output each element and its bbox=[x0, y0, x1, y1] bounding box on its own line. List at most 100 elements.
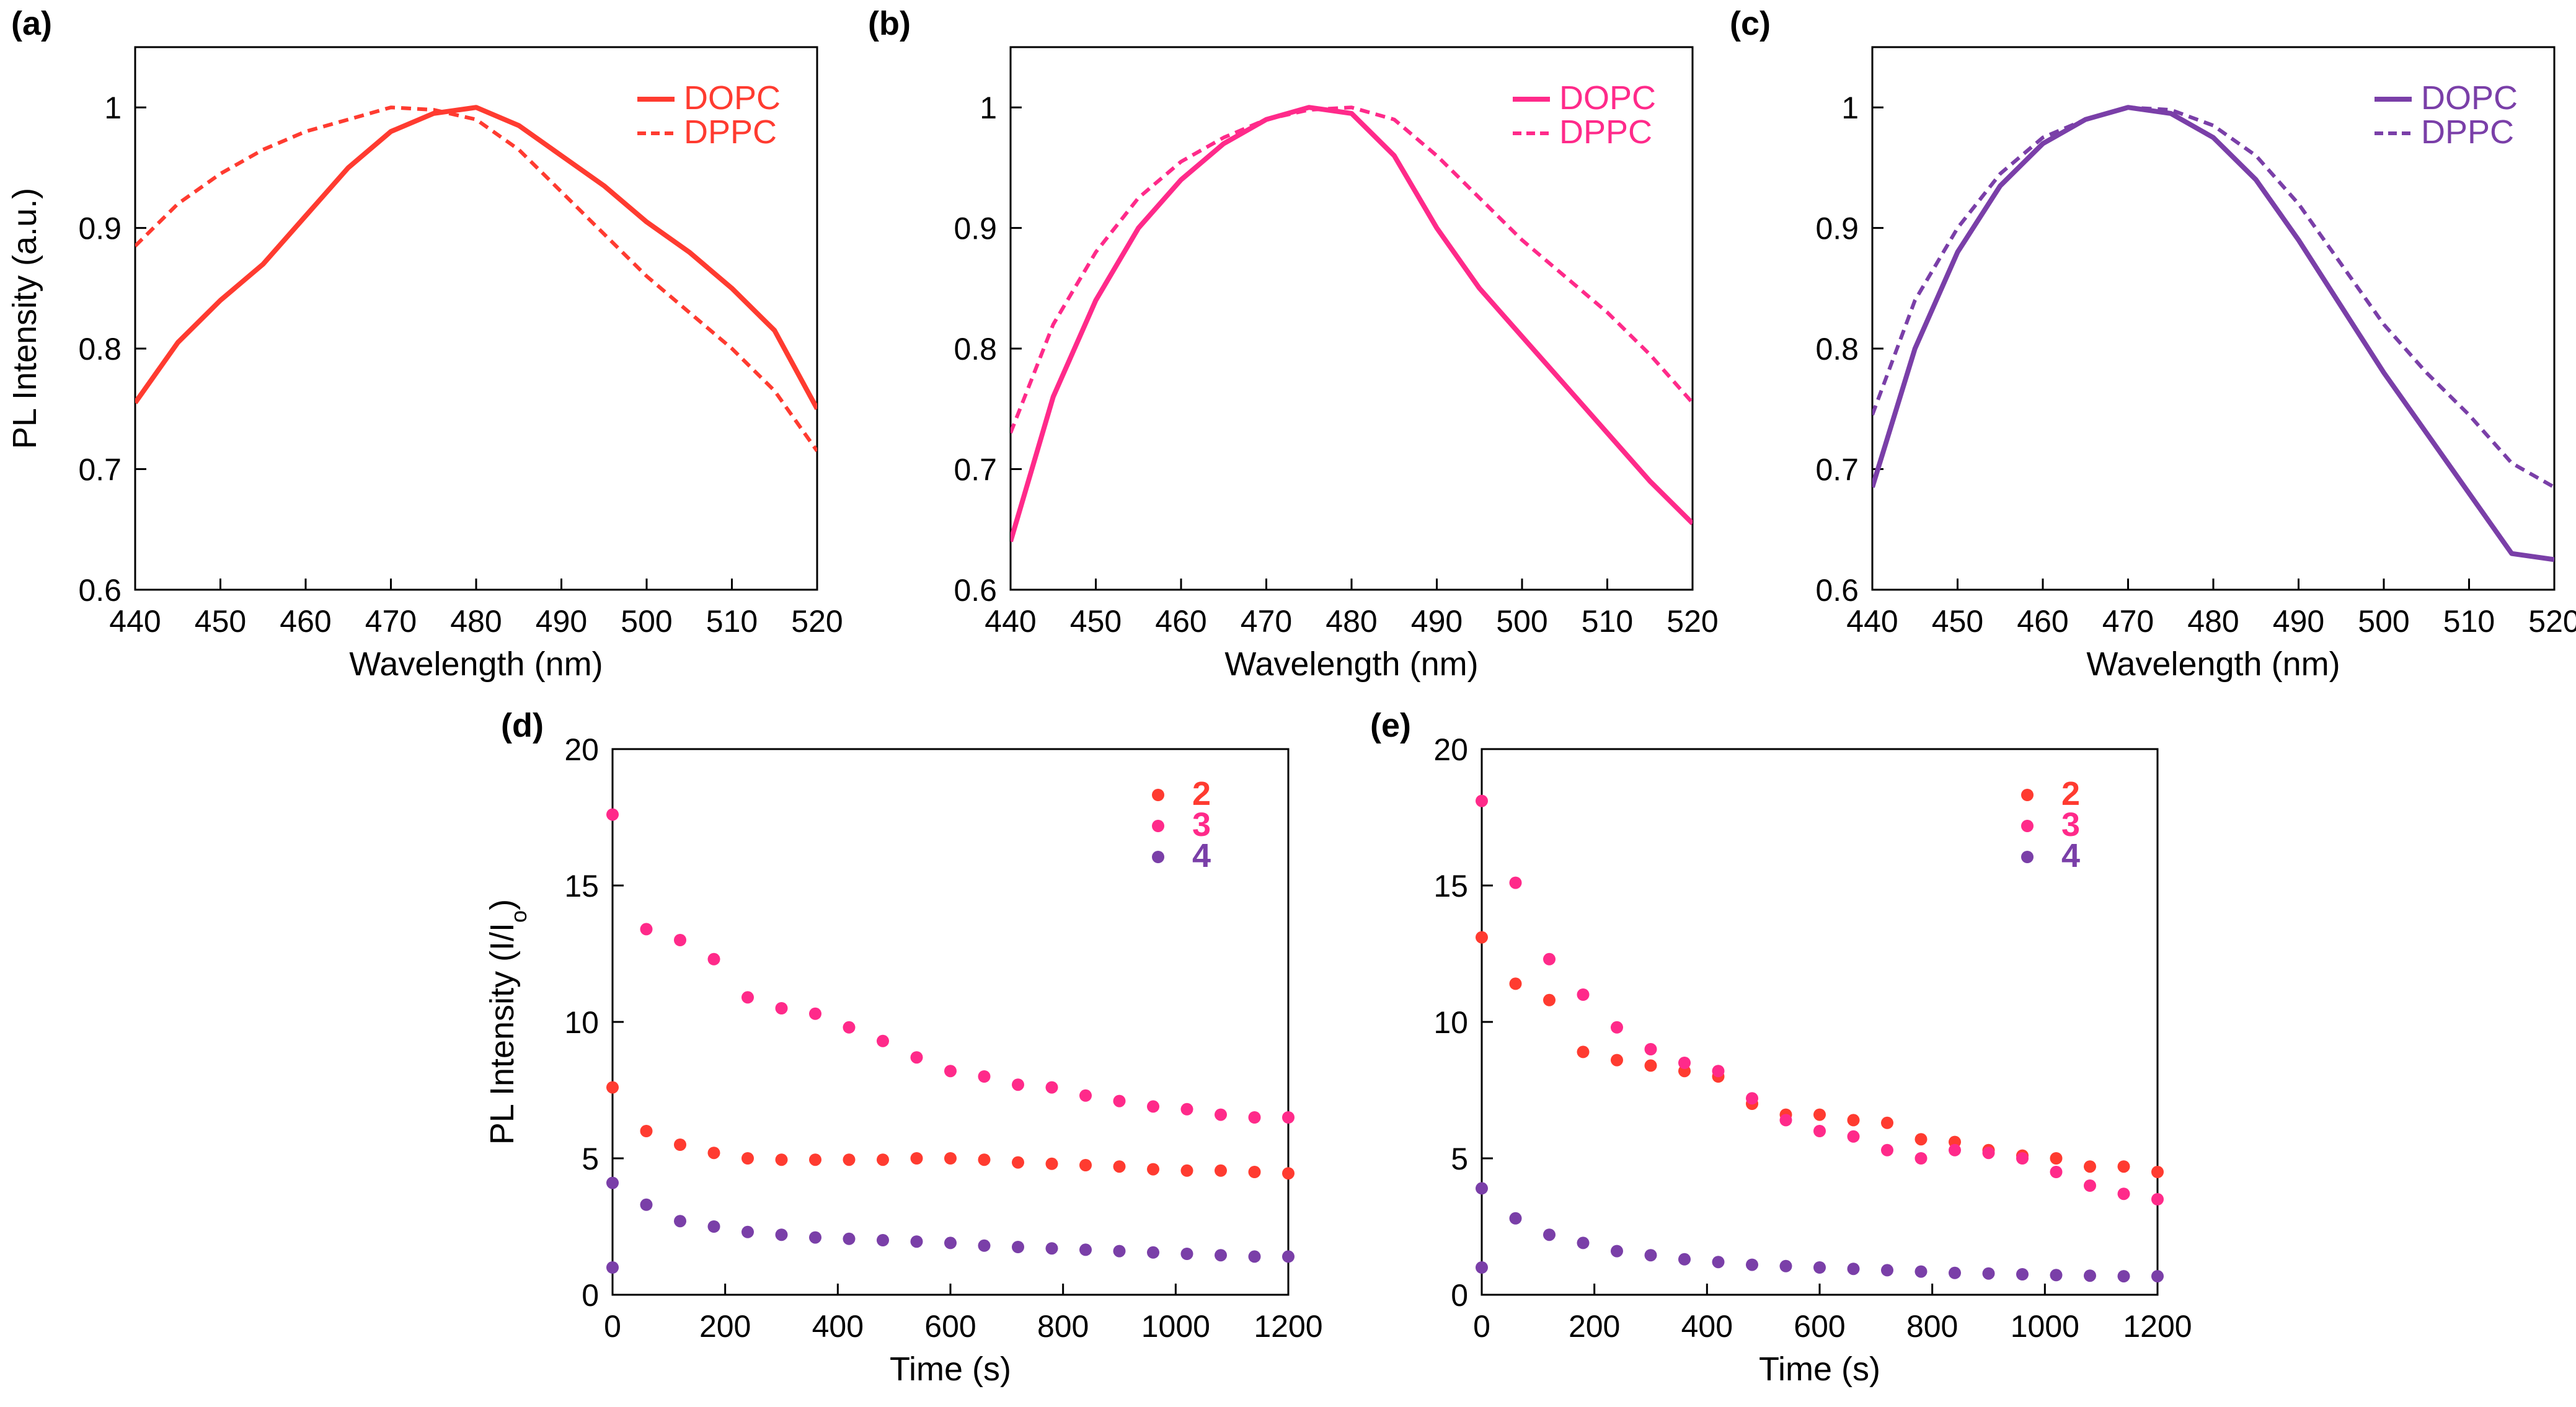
data-point-series-2 bbox=[2117, 1160, 2130, 1173]
y-tick-label: 0.7 bbox=[954, 453, 997, 487]
data-point-series-2 bbox=[2084, 1160, 2096, 1173]
data-point-series-4 bbox=[1509, 1212, 1522, 1225]
data-point-series-3 bbox=[1611, 1021, 1623, 1034]
data-point-series-2 bbox=[1147, 1163, 1159, 1176]
series-line-dppc bbox=[135, 105, 817, 453]
data-point-series-4 bbox=[1712, 1256, 1725, 1269]
x-tick-label: 520 bbox=[1666, 604, 1718, 639]
data-point-series-4 bbox=[1248, 1250, 1261, 1263]
y-tick-label: 0.6 bbox=[78, 573, 122, 608]
data-point-series-2 bbox=[2151, 1166, 2164, 1178]
data-point-series-2 bbox=[978, 1153, 991, 1166]
data-point-series-3 bbox=[606, 808, 619, 821]
x-tick-label: 0 bbox=[604, 1309, 621, 1344]
panel-label: (e) bbox=[1370, 707, 1411, 744]
x-tick-label: 450 bbox=[1932, 604, 1983, 639]
data-point-series-4 bbox=[1215, 1249, 1227, 1262]
data-point-series-4 bbox=[1543, 1228, 1556, 1241]
x-tick-label: 600 bbox=[924, 1309, 976, 1344]
data-point-series-3 bbox=[1914, 1152, 1928, 1165]
data-point-series-2 bbox=[1079, 1159, 1092, 1171]
data-point-series-4 bbox=[674, 1215, 686, 1228]
legend-label-4: 4 bbox=[1192, 837, 1211, 874]
x-tick-label: 440 bbox=[109, 604, 161, 639]
x-tick-label: 500 bbox=[621, 604, 672, 639]
y-axis-label-end: ) bbox=[484, 899, 521, 910]
series-line-dopc bbox=[1011, 105, 1693, 543]
data-point-series-4 bbox=[843, 1232, 856, 1245]
y-tick-label: 0.6 bbox=[1815, 573, 1859, 608]
data-point-series-3 bbox=[1813, 1125, 1826, 1137]
data-point-series-2 bbox=[1180, 1164, 1193, 1177]
x-tick-label: 470 bbox=[1241, 604, 1292, 639]
data-point-series-4 bbox=[2117, 1270, 2130, 1283]
data-point-series-2 bbox=[1543, 993, 1556, 1006]
x-tick-label: 450 bbox=[1070, 604, 1122, 639]
data-point-series-3 bbox=[2084, 1179, 2096, 1192]
y-axis-label-main: PL Intensity (a.u.) bbox=[6, 188, 43, 449]
data-point-series-3 bbox=[1180, 1103, 1193, 1116]
data-point-series-2 bbox=[1012, 1156, 1024, 1169]
panel-label: (b) bbox=[868, 5, 911, 42]
data-point-series-2 bbox=[741, 1152, 754, 1165]
data-point-series-4 bbox=[2151, 1270, 2164, 1283]
x-axis-label: Wavelength (nm) bbox=[1224, 646, 1478, 683]
data-point-series-3 bbox=[1712, 1065, 1725, 1078]
x-tick-label: 1200 bbox=[2123, 1309, 2192, 1344]
y-tick-label: 0.6 bbox=[954, 573, 997, 608]
data-point-series-3 bbox=[1779, 1114, 1792, 1127]
data-point-series-3 bbox=[1045, 1081, 1058, 1094]
x-tick-label: 200 bbox=[699, 1309, 751, 1344]
x-tick-label: 460 bbox=[2017, 604, 2068, 639]
data-point-series-3 bbox=[877, 1034, 889, 1047]
data-point-series-3 bbox=[1509, 876, 1522, 889]
x-axis-label: Wavelength (nm) bbox=[349, 646, 603, 683]
data-point-series-4 bbox=[910, 1235, 923, 1248]
x-tick-label: 510 bbox=[2443, 604, 2495, 639]
data-point-series-3 bbox=[1949, 1143, 1961, 1156]
x-tick-label: 510 bbox=[706, 604, 758, 639]
data-point-series-4 bbox=[1678, 1253, 1691, 1266]
data-point-series-4 bbox=[944, 1236, 957, 1249]
y-tick-label: 0.8 bbox=[1815, 332, 1859, 366]
x-tick-label: 800 bbox=[1906, 1309, 1958, 1344]
data-point-series-4 bbox=[809, 1231, 821, 1244]
data-point-series-3 bbox=[707, 952, 720, 965]
data-point-series-4 bbox=[1079, 1243, 1092, 1256]
data-point-series-2 bbox=[1248, 1166, 1261, 1178]
y-tick-label: 0.9 bbox=[1815, 211, 1859, 246]
legend-label-2: 2 bbox=[2061, 775, 2080, 812]
x-tick-label: 600 bbox=[1794, 1309, 1845, 1344]
x-tick-label: 470 bbox=[2102, 604, 2154, 639]
panel-label: (d) bbox=[501, 707, 544, 744]
y-tick-label: 15 bbox=[1433, 869, 1468, 903]
data-point-series-3 bbox=[1147, 1100, 1159, 1113]
data-point-series-4 bbox=[1282, 1250, 1295, 1263]
x-tick-label: 1200 bbox=[1254, 1309, 1322, 1344]
panel-label: (c) bbox=[1730, 5, 1771, 42]
legend-marker-3 bbox=[1152, 820, 1164, 832]
data-point-series-4 bbox=[1881, 1264, 1893, 1277]
data-point-series-2 bbox=[1813, 1108, 1826, 1121]
series-line-dppc bbox=[1011, 105, 1693, 434]
series-line-dopc bbox=[1872, 105, 2554, 562]
data-point-series-4 bbox=[1746, 1258, 1758, 1271]
data-point-series-4 bbox=[640, 1198, 653, 1211]
data-point-series-4 bbox=[978, 1239, 991, 1252]
panel-b: (b) 440 450 460 470 480 490 500 510 520 0.6 0.7 0.8 0… bbox=[868, 5, 1719, 683]
y-tick-label: 5 bbox=[1451, 1142, 1468, 1176]
data-point-series-3 bbox=[1113, 1094, 1126, 1107]
x-tick-label: 500 bbox=[2358, 604, 2409, 639]
data-point-series-2 bbox=[674, 1138, 686, 1151]
y-tick-label: 15 bbox=[564, 869, 599, 903]
data-point-series-4 bbox=[1476, 1182, 1488, 1195]
x-tick-label: 470 bbox=[365, 604, 417, 639]
x-tick-label: 520 bbox=[2528, 604, 2576, 639]
y-tick-label: 0.8 bbox=[954, 332, 997, 366]
y-axis-label-sub: o bbox=[506, 910, 531, 923]
data-point-series-2 bbox=[1914, 1133, 1928, 1146]
data-point-series-3 bbox=[1577, 988, 1590, 1001]
data-point-series-4 bbox=[2016, 1268, 2029, 1281]
data-point-series-2 bbox=[1881, 1116, 1893, 1129]
